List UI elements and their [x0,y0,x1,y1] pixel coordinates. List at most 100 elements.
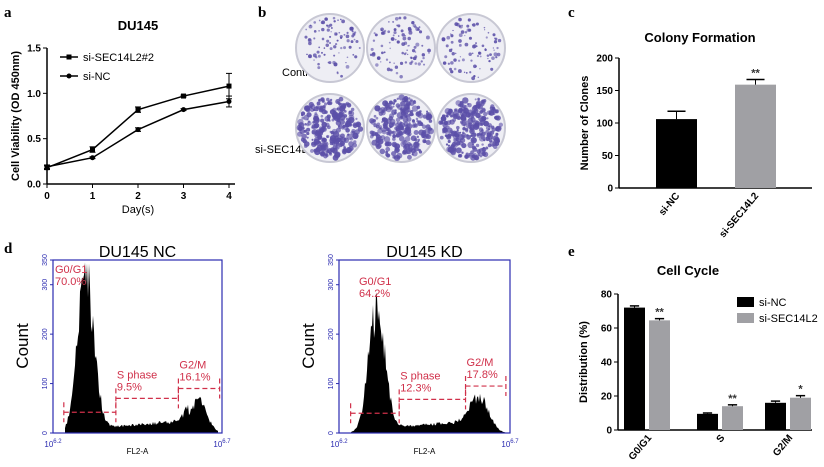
colony [329,41,332,45]
colony [492,47,495,49]
legend-label: si-SEC14L2#2 [83,52,154,64]
colony [381,129,387,135]
colony [481,143,484,146]
colony [415,27,420,31]
colony [399,135,405,142]
colony [405,124,409,129]
legend-marker [66,73,72,79]
y-axis-label: Number of Clones [579,76,591,171]
colony [369,53,373,57]
colony [387,30,391,34]
colony [313,117,320,124]
bar [624,307,645,430]
colony [306,112,312,118]
colony [392,20,395,23]
colony [453,67,457,71]
colony [379,127,382,130]
colony [413,45,417,49]
colony [375,124,380,129]
colony [467,18,471,22]
colony [452,118,457,122]
x-tick-base: 10 [501,440,510,449]
colony [407,36,411,41]
colony [458,33,463,38]
colony [492,112,496,116]
colony [385,153,391,158]
colony [336,107,339,110]
colony [332,16,336,20]
colony [340,46,343,50]
colony [393,99,397,103]
colony [413,129,419,136]
y-axis-label: Cell Viability (OD 450nm) [10,51,22,181]
colony [478,51,481,55]
colony [496,46,499,50]
colony [464,34,466,37]
colony [398,16,402,20]
colony [305,28,308,31]
colony [495,132,499,136]
colony [323,47,326,49]
y-axis-label: Distribution (%) [578,321,590,403]
x-tick-label: 2 [135,191,141,202]
colony [408,44,410,47]
colony [379,148,386,155]
histogram [351,292,506,433]
y-tick-label: 200 [42,328,49,340]
colony [377,107,384,114]
colony [385,127,390,132]
colony [479,117,486,123]
colony [326,39,330,43]
colony [473,74,476,78]
colony [464,42,469,47]
colony [399,122,406,129]
chart-title: DU145 NC [99,244,176,261]
colony [307,38,312,43]
colony [487,143,492,148]
colony [346,39,350,43]
colony [400,108,405,114]
colony [483,111,488,117]
colony [489,53,492,57]
bar [697,413,718,430]
colony [333,54,336,57]
gate-name: G2/M [467,357,494,369]
colony [353,38,356,41]
colony [491,137,494,140]
colony [471,76,476,81]
colony [321,37,325,41]
histogram [65,262,218,433]
y-tick-label: 300 [328,279,335,291]
colony [408,99,415,107]
colony [483,120,490,127]
colony [401,51,404,55]
colony [333,45,337,49]
colony [459,56,462,58]
legend-swatch [737,313,754,323]
colony [462,127,466,131]
colony [428,52,430,54]
colony [475,22,479,26]
x-tick-base: 10 [330,440,339,449]
colony [418,30,423,34]
colony [373,32,376,35]
colony [410,135,417,142]
x-tick-exponent: 6.7 [222,439,231,445]
colony-plate [295,93,365,163]
x-tick-label: G2/M [771,433,795,459]
colony [395,71,399,75]
colony [341,127,344,130]
colony [457,69,462,73]
colony [396,121,399,124]
colony [450,33,452,35]
colony [469,71,472,74]
colony [348,45,352,49]
gate-value: 16.1% [179,372,210,384]
colony [455,147,462,154]
colony [297,131,303,137]
colony-plate [366,13,436,83]
colony [444,55,448,59]
